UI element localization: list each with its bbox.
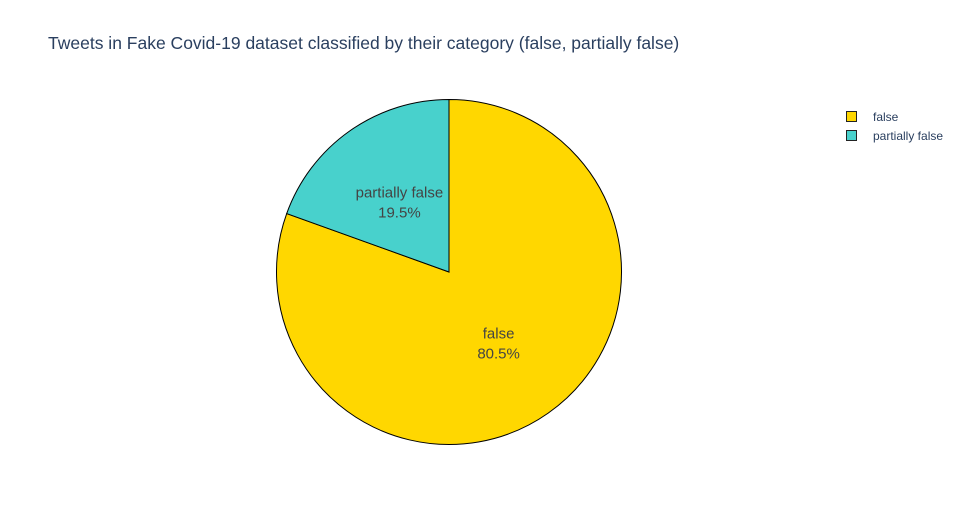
pie-slices (276, 98, 622, 445)
legend: false partially false (846, 107, 943, 145)
chart-title: Tweets in Fake Covid-19 dataset classifi… (48, 33, 680, 53)
legend-swatch-false (846, 111, 857, 122)
pie-slice-labels: false 80.5% partially false 19.5% (356, 184, 520, 362)
slice-label-false: false (483, 326, 515, 343)
legend-label-partially-false: partially false (873, 128, 944, 143)
slice-percent-partially-false: 19.5% (378, 204, 421, 221)
legend-item-partially-false[interactable]: partially false (846, 126, 943, 145)
legend-label-false: false (873, 109, 899, 124)
legend-swatch-partially-false (846, 130, 857, 141)
slice-percent-false: 80.5% (477, 346, 520, 363)
slice-label-partially-false: partially false (356, 184, 444, 201)
legend-item-false[interactable]: false (846, 107, 943, 126)
pie-slice-partially-false[interactable] (286, 98, 450, 273)
